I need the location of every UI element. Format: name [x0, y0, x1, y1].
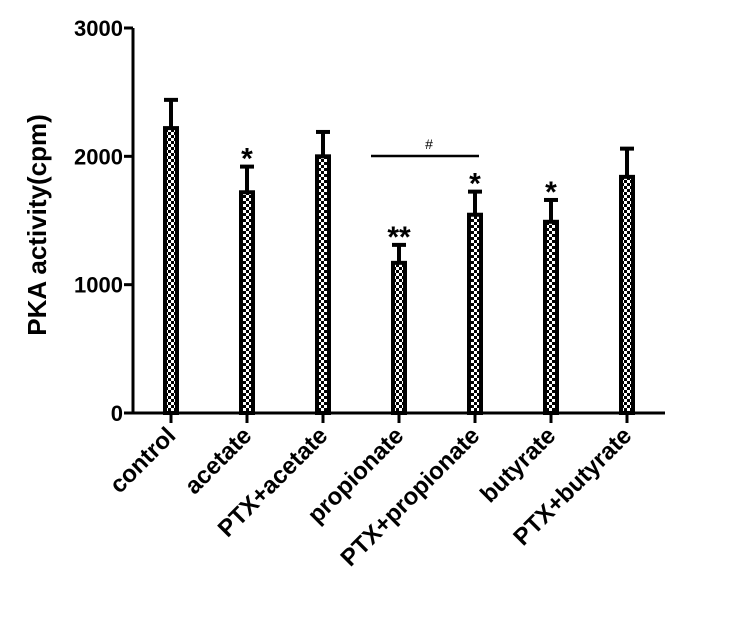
y-tick-label: 1000: [74, 273, 123, 298]
bar: [163, 126, 179, 415]
x-axis-labels: controlacetatePTX+acetatepropionatePTX+p…: [105, 422, 638, 572]
significance-marker: **: [387, 221, 411, 254]
y-tick-label: 2000: [74, 144, 123, 169]
annotations: #: [371, 136, 479, 158]
bar: [543, 219, 559, 415]
bar: [619, 174, 635, 415]
x-tick-label: acetate: [180, 422, 258, 500]
bar: [239, 190, 255, 415]
significance-marker: *: [545, 176, 557, 209]
bar: [315, 154, 331, 415]
x-tick-label: control: [105, 422, 182, 499]
bar: [391, 260, 407, 415]
bars: **** *: [163, 97, 635, 423]
y-axis-ticks: 0 1000 2000 3000: [74, 16, 133, 426]
y-axis-title: PKA activity(cpm): [22, 114, 52, 336]
significance-marker: *: [241, 143, 253, 176]
y-tick-label: 3000: [74, 16, 123, 41]
y-tick-label: 0: [111, 401, 123, 426]
significance-marker: *: [469, 168, 481, 201]
bar: [467, 212, 483, 415]
bracket-label: #: [425, 136, 433, 152]
x-tick-label: PTX+propionate: [336, 422, 486, 572]
